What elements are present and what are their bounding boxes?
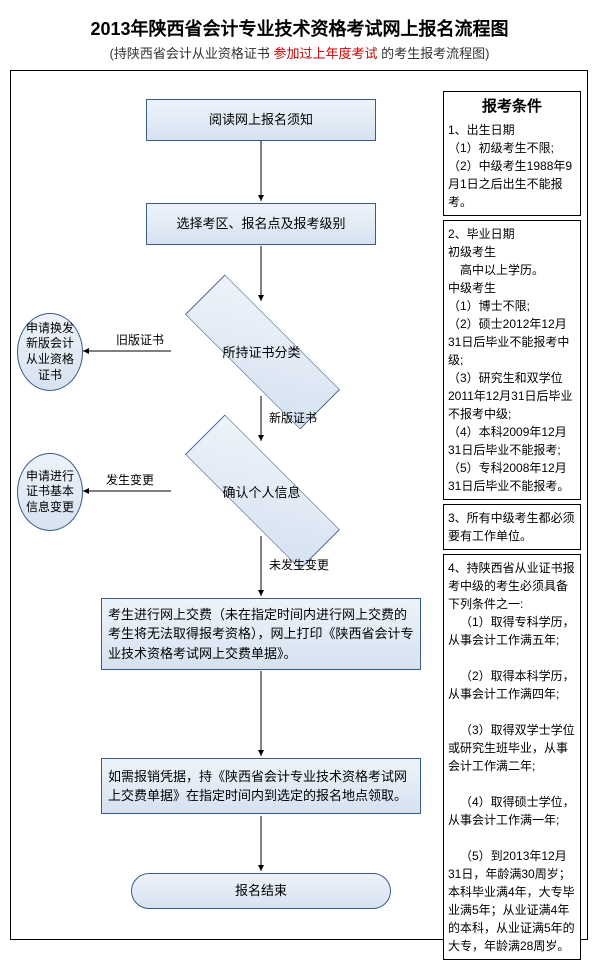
decision2-label: 确认个人信息 — [174, 441, 349, 541]
end-label: 报名结束 — [235, 881, 287, 901]
decision1-label: 所持证书分类 — [174, 301, 349, 401]
subtitle-highlight: 参加过上年度考试 — [273, 46, 377, 61]
side1-label: 申请换发新版会计从业资格证书 — [22, 321, 78, 383]
cond-sec2-c: 中级考生 — [448, 279, 576, 297]
cond-sec2-f: （3）研究生和双学位2011年12月31日后毕业不报考中级; — [448, 369, 576, 423]
cond-sec2-a: 初级考生 — [448, 243, 576, 261]
edge-changed: 发生变更 — [106, 471, 154, 488]
conditions-box-4: 4、持陕西省从业证书报考中级的考生必须具备下列条件之一: （1）取得专科学历，从… — [443, 554, 581, 960]
cond-sec2-g: （4）本科2009年12月31日后毕业不能报考; — [448, 423, 576, 459]
edge-old-cert: 旧版证书 — [116, 331, 164, 348]
cond-sec4-e: （5）到2013年12月31日，年龄满30周岁；本科毕业满4年，大专毕业满5年；… — [448, 847, 576, 955]
side2-label: 申请进行证书基本信息变更 — [22, 469, 78, 516]
flow-area: 阅读网上报名须知 选择考区、报名点及报考级别 所持证书分类 旧版证书 新版证书 … — [11, 71, 441, 941]
conditions-sidebar: 报考条件 1、出生日期 （1）初级考生不限; （2）中级考生1988年9月1日之… — [443, 91, 581, 960]
cond-sec2-h: 2、毕业日期 — [448, 225, 576, 243]
page-title: 2013年陕西省会计专业技术资格考试网上报名流程图 — [10, 15, 589, 41]
cond-sec4-c: （3）取得双学士学位或研究生班毕业，从事会计工作满二年; — [448, 721, 576, 775]
diagram-frame: 阅读网上报名须知 选择考区、报名点及报考级别 所持证书分类 旧版证书 新版证书 … — [10, 70, 588, 940]
cond-sec2-e: （2）硕士2012年12月31日后毕业不能报考中级; — [448, 315, 576, 369]
conditions-box-1: 报考条件 1、出生日期 （1）初级考生不限; （2）中级考生1988年9月1日之… — [443, 91, 581, 216]
cond-sec2-h2: （5）专科2008年12月31日后毕业不能报考。 — [448, 459, 576, 495]
edge-new-cert: 新版证书 — [269, 409, 317, 426]
subtitle-prefix: (持陕西省会计从业资格证书 — [110, 46, 274, 61]
step2-label: 选择考区、报名点及报考级别 — [176, 214, 345, 234]
flow-end: 报名结束 — [131, 873, 391, 909]
flow-step-select-area: 选择考区、报名点及报考级别 — [146, 203, 376, 245]
cond-sec4-d: （4）取得硕士学位，从事会计工作满一年; — [448, 793, 576, 829]
cond-sec1-a: （1）初级考生不限; — [448, 139, 576, 157]
cond-sec4-h: 4、持陕西省从业证书报考中级的考生必须具备下列条件之一: — [448, 559, 576, 613]
cond-sec2-b: 高中以上学历。 — [448, 261, 576, 279]
cond-sec1-h: 1、出生日期 — [448, 121, 576, 139]
conditions-title: 报考条件 — [448, 96, 576, 119]
step3-label: 考生进行网上交费（未在指定时间内进行网上交费的考生将无法取得报考资格），网上打印… — [108, 605, 414, 664]
step4-label: 如需报销凭据，持《陕西省会计专业技术资格考试网上交费单据》在指定时间内到选定的报… — [108, 767, 414, 806]
conditions-box-3: 3、所有中级考生都必须要有工作单位。 — [443, 504, 581, 550]
flow-side-reissue-cert: 申请换发新版会计从业资格证书 — [17, 313, 83, 391]
cond-sec3: 3、所有中级考生都必须要有工作单位。 — [448, 509, 576, 545]
step1-label: 阅读网上报名须知 — [209, 110, 313, 130]
subtitle-suffix: 的考生报考流程图) — [378, 46, 490, 61]
flow-decision-confirm-info: 确认个人信息 — [174, 441, 349, 541]
page-subtitle: (持陕西省会计从业资格证书 参加过上年度考试 的考生报考流程图) — [10, 43, 589, 62]
flow-step-receipt: 如需报销凭据，持《陕西省会计专业技术资格考试网上交费单据》在指定时间内到选定的报… — [101, 758, 421, 814]
flow-decision-cert-type: 所持证书分类 — [174, 301, 349, 401]
flow-step-read-notice: 阅读网上报名须知 — [146, 99, 376, 141]
cond-sec4-b: （2）取得本科学历，从事会计工作满四年; — [448, 667, 576, 703]
conditions-box-2: 2、毕业日期 初级考生 高中以上学历。 中级考生 （1）博士不限; （2）硕士2… — [443, 220, 581, 500]
flow-side-info-change: 申请进行证书基本信息变更 — [17, 453, 83, 531]
cond-sec2-d: （1）博士不限; — [448, 297, 576, 315]
cond-sec4-a: （1）取得专科学历，从事会计工作满五年; — [448, 613, 576, 649]
edge-unchanged: 未发生变更 — [269, 556, 329, 573]
cond-sec1-b: （2）中级考生1988年9月1日之后出生不能报考。 — [448, 157, 576, 211]
flow-step-payment: 考生进行网上交费（未在指定时间内进行网上交费的考生将无法取得报考资格），网上打印… — [101, 598, 421, 670]
